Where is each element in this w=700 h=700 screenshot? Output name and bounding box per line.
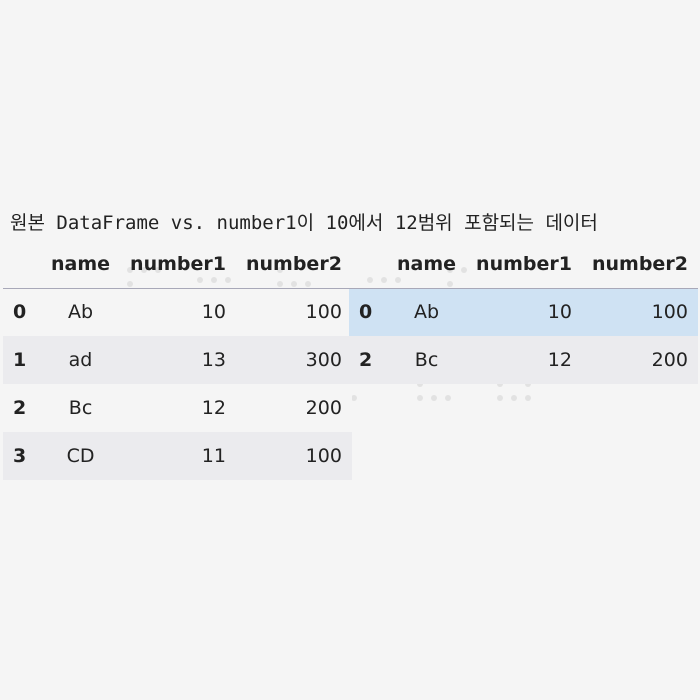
row-index: 0 [359,301,373,324]
row-index: 2 [13,397,27,419]
column-header-name: name [387,240,467,289]
original-dataframe-table: name number1 number2 0 Ab 10 100 1 ad 13… [3,240,352,480]
cell-number1: 10 [201,301,226,324]
row-index: 2 [359,349,373,371]
column-header-number1: number1 [120,240,236,289]
cell-number2: 100 [305,445,342,467]
cell-number2: 100 [305,301,342,324]
cell-number2: 100 [651,301,688,324]
cell-number1: 10 [547,301,572,324]
column-header-number2: number2 [235,240,352,289]
table-row: 2 Bc 12 200 [3,384,352,432]
cell-number1: 13 [201,349,226,371]
cell-name: Bc [68,397,93,419]
index-header [349,240,387,289]
cell-name: Ab [67,301,94,324]
column-header-number1: number1 [466,240,582,289]
column-header-name: name [41,240,121,289]
table-header-row: name number1 number2 [349,240,698,289]
table-row: 0 Ab 10 100 [3,288,352,336]
cell-number2: 200 [651,349,688,371]
cell-name: ad [68,349,93,371]
cell-name: CD [66,445,95,467]
row-index: 3 [13,445,27,467]
cell-number2: 200 [305,397,342,419]
cell-number1: 11 [201,445,226,467]
table-row: 1 ad 13 300 [3,336,352,384]
cell-number2: 300 [305,349,342,371]
cell-name: Ab [413,301,440,324]
table-header-row: name number1 number2 [3,240,352,289]
row-index: 0 [13,301,27,324]
filtered-dataframe-table: name number1 number2 0 Ab 10 100 2 Bc 12… [349,240,698,384]
column-header-number2: number2 [581,240,698,289]
dataframe-caption: 원본 DataFrame vs. number1이 10에서 12범위 포함되는… [10,212,598,234]
cell-number1: 12 [201,397,226,419]
table-row-highlighted: 0 Ab 10 100 [349,288,698,336]
index-header [3,240,41,289]
row-index: 1 [13,349,27,371]
cell-number1: 12 [547,349,572,371]
cell-name: Bc [414,349,439,371]
table-row: 3 CD 11 100 [3,432,352,480]
table-row: 2 Bc 12 200 [349,336,698,384]
